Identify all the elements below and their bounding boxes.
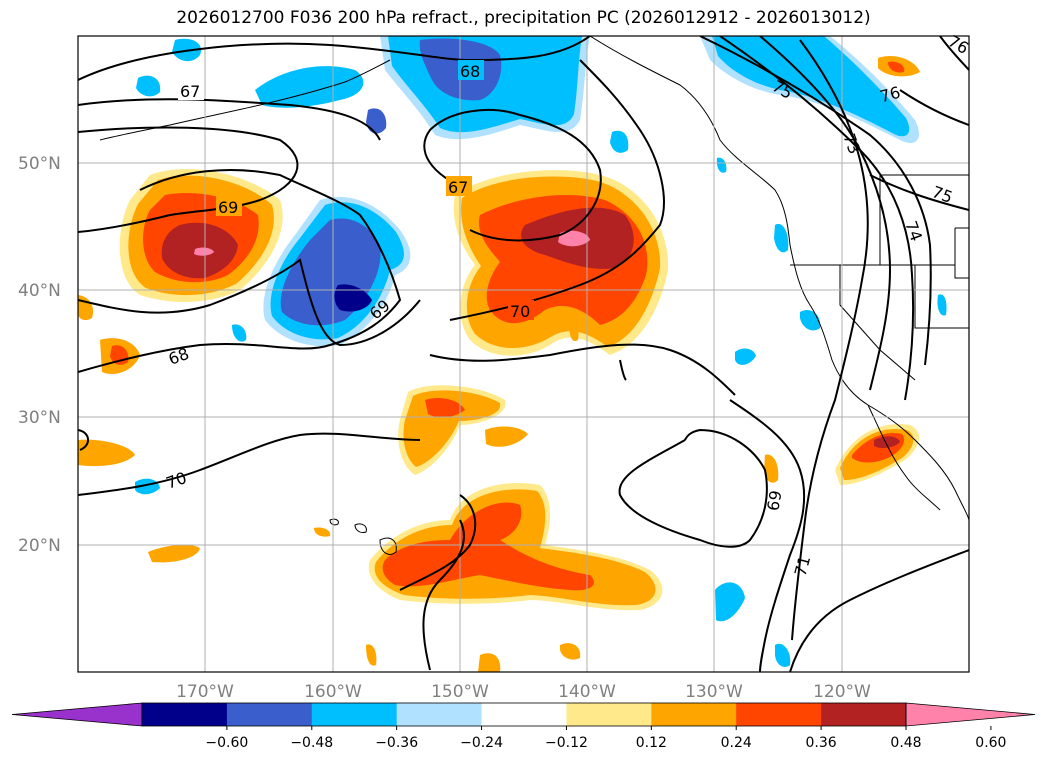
contour-label: 69 (218, 198, 238, 217)
contour-label: 69 (763, 489, 785, 512)
negative-anomaly-mid (366, 108, 387, 134)
negative-anomaly-light (735, 348, 756, 365)
contour-label: 70 (510, 302, 530, 321)
positive-anomaly-orange (569, 319, 579, 342)
latitude-axis: 50°N 40°N 30°N 20°N (18, 154, 61, 556)
colorbar-tick-label: −0.48 (290, 735, 333, 751)
negative-anomaly-light (232, 324, 247, 342)
negative-anomaly-light (716, 157, 727, 173)
longitude-axis: 170°W 160°W 150°W 140°W 130°W 120°W (176, 682, 871, 702)
colorbar-extend-low (11, 702, 143, 727)
positive-anomaly-pink (194, 247, 214, 256)
positive-anomaly-orange (78, 439, 135, 467)
colorbar-segment (396, 703, 483, 726)
contour-label: 68 (460, 62, 480, 81)
positive-anomaly-orange (485, 426, 528, 447)
negative-anomaly-light (712, 36, 910, 137)
longitude-label: 160°W (304, 682, 362, 702)
coastlines (99, 36, 969, 555)
colorbar: −0.60 −0.48 −0.36 −0.24 −0.12 0.12 0.24 0.36 0.4… (11, 702, 1036, 751)
colorbar-tick-label: −0.36 (375, 735, 418, 751)
colorbar-tick-label: 0.60 (975, 735, 1006, 751)
negative-anomaly-light (774, 223, 789, 253)
positive-anomaly-orange (764, 454, 779, 483)
latitude-label: 40°N (18, 281, 61, 301)
positive-anomaly-orange (148, 544, 200, 563)
longitude-label: 130°W (685, 682, 743, 702)
map-frame (77, 35, 970, 673)
positive-anomaly-red (382, 502, 594, 591)
plot-title: 2026012700 F036 200 hPa refract., precip… (176, 8, 871, 28)
negative-anomaly-light (937, 294, 947, 316)
refractivity-contours (78, 36, 969, 672)
contour-label: 67 (448, 178, 468, 197)
positive-anomaly-orange (560, 643, 581, 660)
colorbar-tick-label: −0.60 (205, 735, 248, 751)
negative-anomaly-light (255, 66, 364, 108)
positive-anomaly-orange (478, 653, 501, 672)
colorbar-segment (821, 703, 907, 726)
contour-label: 67 (180, 82, 200, 101)
colorbar-tick-label: 0.12 (636, 735, 667, 751)
longitude-label: 120°W (813, 682, 871, 702)
contour-label: 71 (791, 554, 815, 579)
negative-anomaly-dark (334, 284, 372, 312)
positive-anomaly-dark (874, 436, 900, 449)
colorbar-segment (736, 703, 822, 726)
longitude-label: 150°W (431, 682, 489, 702)
contour-label: 76 (878, 83, 903, 107)
colorbar-segment (651, 703, 737, 726)
colorbar-segment (142, 703, 228, 726)
latitude-label: 50°N (18, 154, 61, 174)
colorbar-tick-label: 0.36 (806, 735, 837, 751)
colorbar-segment (566, 703, 652, 726)
colorbar-tick-label: −0.12 (545, 735, 588, 751)
positive-anomaly-orange (366, 644, 377, 666)
negative-anomaly-light (715, 582, 745, 622)
latitude-label: 30°N (18, 408, 61, 428)
latitude-label: 20°N (18, 536, 61, 556)
longitude-label: 140°W (558, 682, 616, 702)
positive-anomaly-red (888, 61, 905, 73)
gridlines (78, 36, 969, 672)
colorbar-segment (226, 703, 313, 726)
colorbar-segment (481, 703, 567, 726)
colorbar-tick-label: −0.24 (460, 735, 503, 751)
colorbar-extend-high (905, 702, 1036, 727)
longitude-label: 170°W (176, 682, 234, 702)
negative-anomaly-light (800, 309, 821, 331)
colorbar-tick-label: 0.24 (721, 735, 752, 751)
positive-anomaly-orange (314, 527, 331, 537)
positive-anomaly-red (425, 398, 465, 418)
colorbar-tick-label: 0.48 (890, 735, 921, 751)
negative-anomaly-light (775, 643, 791, 667)
negative-anomaly-light (610, 130, 629, 153)
colorbar-frame (141, 702, 907, 727)
colorbar-segment (311, 703, 398, 726)
negative-anomaly-light (136, 75, 161, 97)
positive-anomaly-pink (558, 230, 590, 247)
